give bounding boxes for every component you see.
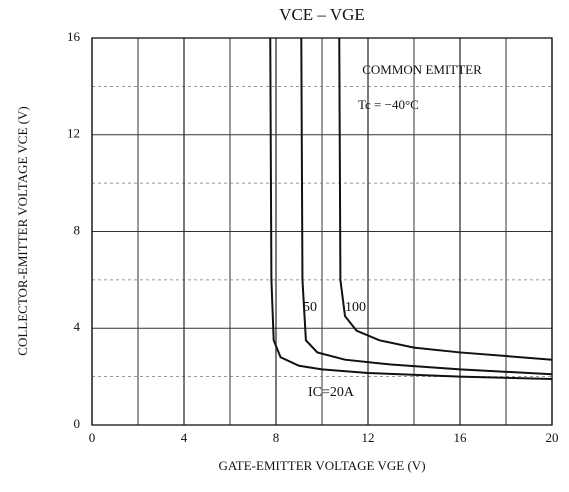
y-tick-label: 16 [67,29,81,44]
series-label: 100 [345,300,366,315]
annotation: COMMON EMITTER [362,62,482,77]
y-tick-label: 12 [67,126,80,141]
series-label: 50 [303,300,317,315]
y-axis-label: COLLECTOR-EMITTER VOLTAGE VCE (V) [15,106,30,355]
line-series [269,37,553,381]
y-tick-label: 0 [74,416,81,431]
x-axis-label: GATE-EMITTER VOLTAGE VGE (V) [218,458,425,473]
line-series [300,37,553,376]
x-tick-label: 8 [273,430,280,445]
x-tick-label: 4 [181,430,188,445]
series-label: IC=20A [308,385,355,400]
annotation: Tc = −40°C [358,97,419,112]
x-tick-label: 12 [362,430,375,445]
x-tick-label: 16 [454,430,468,445]
x-tick-label: 0 [89,430,96,445]
plot-frame [91,37,553,426]
y-tick-label: 8 [74,222,81,237]
line-series [338,37,553,361]
y-tick-label: 4 [74,319,81,334]
chart-title: VCE – VGE [279,5,365,24]
x-tick-label: 20 [546,430,559,445]
